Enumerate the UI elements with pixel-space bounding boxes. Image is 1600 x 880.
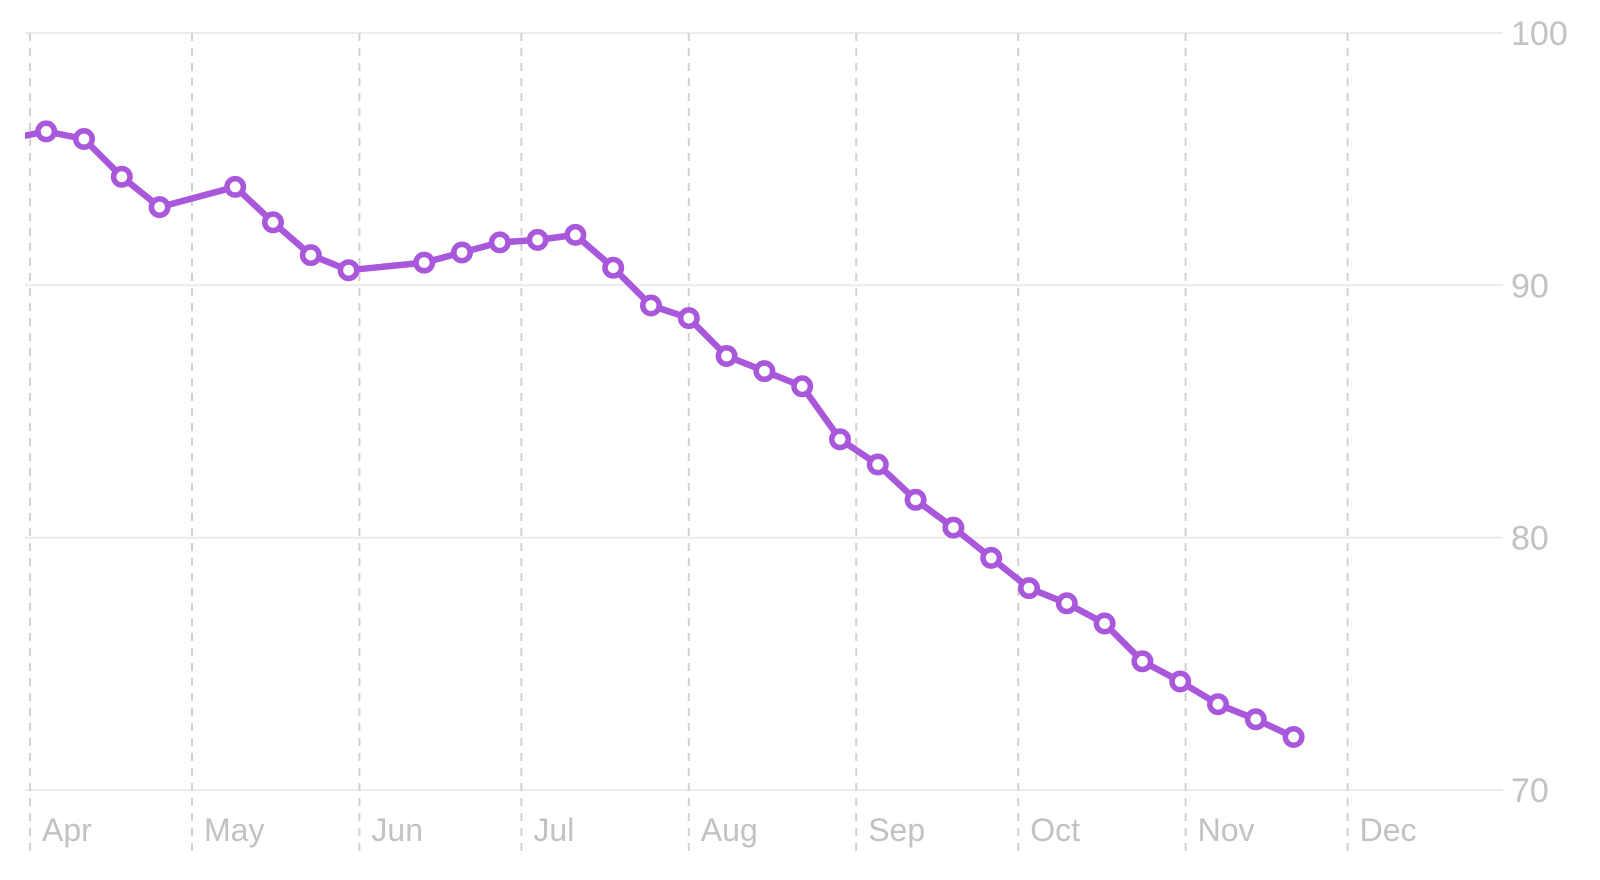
data-point-marker bbox=[337, 259, 360, 282]
y-axis-label: 100 bbox=[1511, 15, 1568, 53]
trend-line bbox=[25, 128, 1297, 741]
month-label: Aug bbox=[701, 812, 758, 848]
y-axis-label: 90 bbox=[1511, 267, 1549, 305]
month-label: Oct bbox=[1030, 812, 1080, 848]
data-point-marker bbox=[1131, 650, 1154, 673]
data-point-marker bbox=[35, 120, 58, 143]
data-point-marker bbox=[1207, 693, 1230, 716]
y-axis-label: 70 bbox=[1511, 772, 1549, 810]
month-label: Dec bbox=[1360, 812, 1417, 848]
data-point-marker bbox=[224, 175, 247, 198]
data-point-marker bbox=[1017, 577, 1040, 600]
y-axis-label: 80 bbox=[1511, 520, 1549, 558]
data-point-marker bbox=[0, 131, 16, 147]
data-point-marker bbox=[110, 165, 133, 188]
data-point-marker bbox=[450, 241, 473, 264]
month-label: Sep bbox=[868, 812, 925, 848]
month-label: May bbox=[204, 812, 264, 848]
data-point-marker bbox=[942, 516, 965, 539]
data-point-marker bbox=[602, 256, 625, 279]
data-point-marker bbox=[639, 294, 662, 317]
data-point-marker bbox=[828, 428, 851, 451]
month-label: Apr bbox=[42, 812, 92, 848]
data-point-marker bbox=[413, 251, 436, 274]
data-point-marker bbox=[299, 244, 322, 267]
data-point-marker bbox=[1093, 612, 1116, 635]
data-point-marker bbox=[564, 223, 587, 246]
month-label: Nov bbox=[1198, 812, 1255, 848]
data-point-marker bbox=[715, 344, 738, 367]
data-point-marker bbox=[488, 231, 511, 254]
data-point-marker bbox=[677, 307, 700, 330]
data-point-marker bbox=[980, 546, 1003, 569]
month-label: Jun bbox=[371, 812, 423, 848]
data-point-marker bbox=[1055, 592, 1078, 615]
data-point-marker bbox=[753, 360, 776, 383]
data-point-marker bbox=[261, 211, 284, 234]
data-point-marker bbox=[791, 375, 814, 398]
data-point-marker bbox=[1282, 725, 1305, 748]
data-point-marker bbox=[526, 228, 549, 251]
data-point-marker bbox=[866, 453, 889, 476]
data-point-marker bbox=[73, 128, 96, 151]
data-point-marker bbox=[1244, 708, 1267, 731]
data-point-marker bbox=[148, 196, 171, 219]
data-point-marker bbox=[904, 488, 927, 511]
month-label: Jul bbox=[533, 812, 574, 848]
data-point-marker bbox=[1169, 670, 1192, 693]
